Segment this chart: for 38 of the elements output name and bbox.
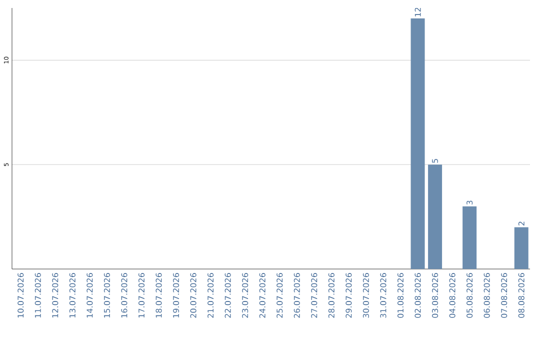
x-tick-label: 04.08.2026 — [449, 273, 456, 318]
x-tick-label: 01.08.2026 — [397, 273, 404, 318]
x-tick-label: 27.07.2026 — [311, 273, 318, 318]
bar — [462, 206, 477, 269]
data-label: 3 — [466, 200, 473, 205]
x-tick-label: 03.08.2026 — [432, 273, 438, 318]
x-tick-label: 25.07.2026 — [276, 273, 283, 318]
x-tick-label: 10.07.2026 — [18, 273, 24, 318]
x-tick-label: 26.07.2026 — [294, 273, 300, 318]
x-tick-label: 17.07.2026 — [138, 273, 145, 318]
data-label: 5 — [432, 159, 438, 163]
x-tick-label: 19.07.2026 — [173, 273, 180, 318]
x-tick-label: 02.08.2026 — [414, 273, 421, 318]
x-tick-label: 11.07.2026 — [34, 273, 41, 318]
x-tick-label: 29.07.2026 — [346, 273, 352, 318]
x-tick-label: 14.07.2026 — [86, 273, 93, 318]
x-tick-label: 12.07.2026 — [52, 273, 58, 318]
bar — [514, 227, 528, 269]
x-tick-label: 06.08.2026 — [484, 273, 490, 318]
data-label: 2 — [518, 222, 524, 226]
x-tick-label: 05.08.2026 — [466, 273, 473, 318]
x-tick-label: 20.07.2026 — [190, 273, 196, 318]
x-tick-label: 08.08.2026 — [518, 273, 524, 318]
x-tick-label: 22.07.2026 — [224, 273, 231, 318]
bar — [428, 164, 442, 269]
x-tick-label: 21.07.2026 — [208, 273, 214, 318]
x-tick-label: 31.07.2026 — [380, 273, 386, 318]
bar — [410, 18, 425, 269]
x-tick-label: 15.07.2026 — [104, 273, 110, 318]
x-tick-label: 28.07.2026 — [328, 273, 334, 318]
x-tick-label: 07.08.2026 — [501, 273, 508, 318]
x-tick-label: 16.07.2026 — [121, 273, 128, 318]
x-tick-label: 23.07.2026 — [242, 273, 248, 318]
x-tick-label: 30.07.2026 — [362, 273, 369, 318]
x-tick-label: 24.07.2026 — [259, 273, 266, 318]
data-label: 12 — [414, 8, 421, 16]
x-tick-label: 13.07.2026 — [69, 273, 76, 318]
x-tick-label: 18.07.2026 — [156, 273, 162, 318]
